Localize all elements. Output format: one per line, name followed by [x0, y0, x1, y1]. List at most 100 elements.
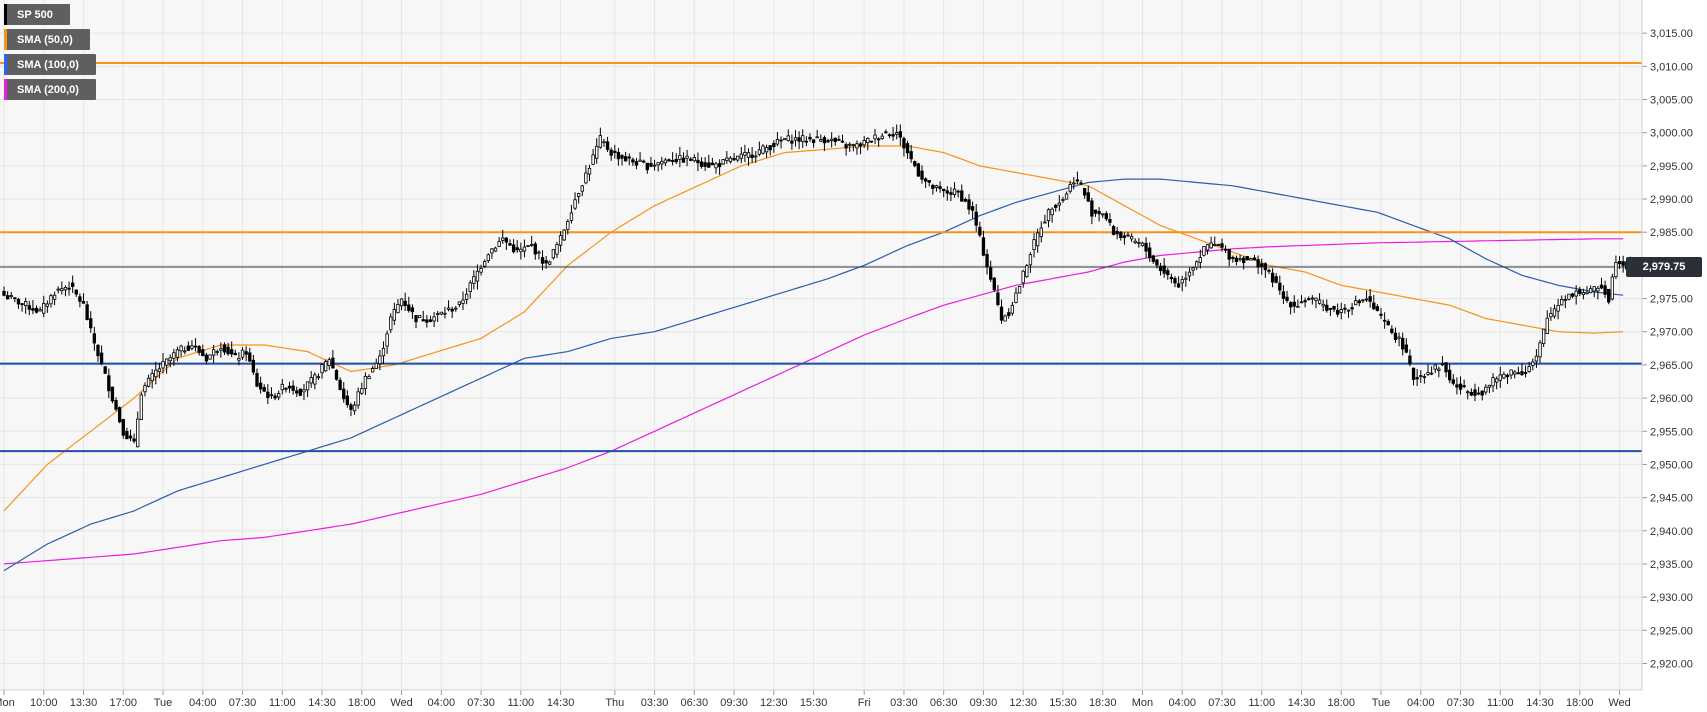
candle: [873, 128, 877, 144]
candle: [772, 140, 776, 153]
candle-body: [811, 139, 816, 144]
price-axis: 2,920.00 2,925.00 2,930.00 2,935.00 2,940.00…: [1642, 28, 1693, 670]
candle-body: [992, 277, 996, 291]
candle-body: [186, 345, 190, 351]
candle: [801, 129, 805, 148]
candle-body: [1166, 270, 1170, 276]
candle-body: [699, 161, 704, 167]
x-tick-label: 11:00: [1487, 697, 1514, 709]
candle: [1093, 209, 1098, 217]
candle-body: [576, 193, 581, 197]
candle: [403, 292, 407, 311]
candle-body: [74, 289, 78, 295]
candle-body: [801, 135, 805, 142]
candle: [1187, 267, 1192, 282]
axis-background: [1642, 0, 1707, 712]
candle: [450, 306, 454, 318]
candle-body: [1339, 309, 1343, 313]
candle-body: [960, 190, 964, 202]
time-axis: Mon 10:00 13:30 17:00 Tue 04:00 07:30 11:00 14:3…: [0, 690, 1631, 709]
legend-item-sma200[interactable]: SMA (200,0): [4, 79, 96, 100]
candle-body: [670, 160, 675, 162]
candle-body: [436, 313, 440, 316]
candle-body: [1133, 240, 1137, 244]
candle: [1035, 228, 1040, 253]
x-tick-label: Wed: [390, 697, 412, 709]
candle-body: [164, 358, 169, 366]
candle: [1310, 295, 1314, 305]
candle-body: [287, 385, 292, 389]
legend-item-sma100[interactable]: SMA (100,0): [4, 54, 96, 75]
candle-body: [710, 162, 715, 166]
candle-body: [1111, 226, 1116, 235]
candle-body: [1458, 383, 1463, 390]
candle: [1129, 233, 1134, 243]
candle: [1292, 295, 1296, 313]
candle: [526, 245, 530, 248]
candle: [1368, 288, 1372, 308]
candle: [1068, 180, 1072, 194]
legend-item-sp500[interactable]: SP 500: [4, 4, 70, 25]
candle-body: [623, 156, 628, 162]
candle: [280, 379, 284, 395]
candle-body: [381, 347, 386, 357]
candle-body: [660, 161, 664, 165]
candle-body: [125, 430, 129, 440]
candle: [1437, 366, 1441, 378]
candle: [157, 362, 162, 379]
candle-body: [1451, 379, 1455, 384]
candle-body: [396, 304, 400, 314]
x-tick-label: 04:00: [1407, 697, 1435, 709]
candle-body: [1115, 230, 1119, 235]
candle: [750, 147, 754, 164]
candle: [331, 349, 335, 369]
candle-body: [320, 364, 324, 374]
candle: [164, 358, 169, 374]
candle-body: [461, 299, 465, 304]
candle-body: [989, 267, 993, 280]
candle: [107, 368, 111, 399]
candle: [884, 129, 888, 134]
candles: [2, 124, 1636, 448]
candle-body: [1155, 259, 1159, 266]
candle: [999, 299, 1004, 324]
candle-body: [1545, 317, 1549, 334]
candle-body: [385, 333, 389, 347]
candle: [569, 204, 574, 224]
candle: [866, 137, 870, 151]
candle-body: [595, 145, 599, 159]
candle-body: [258, 382, 263, 390]
candle: [96, 343, 100, 362]
candle: [804, 136, 809, 147]
candle: [573, 192, 577, 211]
candle-body: [248, 352, 252, 362]
candle: [1148, 242, 1152, 262]
candle-body: [421, 319, 425, 322]
candle-body: [117, 407, 122, 423]
candle: [240, 347, 245, 361]
candle-body: [1169, 276, 1174, 280]
candle-body: [905, 143, 910, 154]
candle-body: [909, 151, 913, 160]
legend-item-sma50[interactable]: SMA (50,0): [4, 29, 90, 50]
candle: [1346, 309, 1351, 318]
candle: [985, 249, 989, 275]
grid: [0, 0, 1642, 690]
candle-body: [1404, 344, 1408, 353]
candle-body: [931, 184, 935, 189]
candle: [775, 132, 780, 147]
candle: [634, 157, 639, 170]
candle-body: [1343, 307, 1347, 310]
candle: [374, 358, 378, 369]
candle: [1176, 276, 1181, 289]
candle: [1195, 260, 1199, 271]
candle: [436, 310, 440, 323]
y-tick-label: 2,960.00: [1650, 393, 1693, 405]
candle: [996, 284, 1000, 307]
candle: [262, 384, 266, 392]
candle: [1386, 319, 1390, 326]
candle-body: [291, 385, 295, 391]
candle-body: [584, 172, 588, 184]
candle-body: [696, 159, 700, 164]
